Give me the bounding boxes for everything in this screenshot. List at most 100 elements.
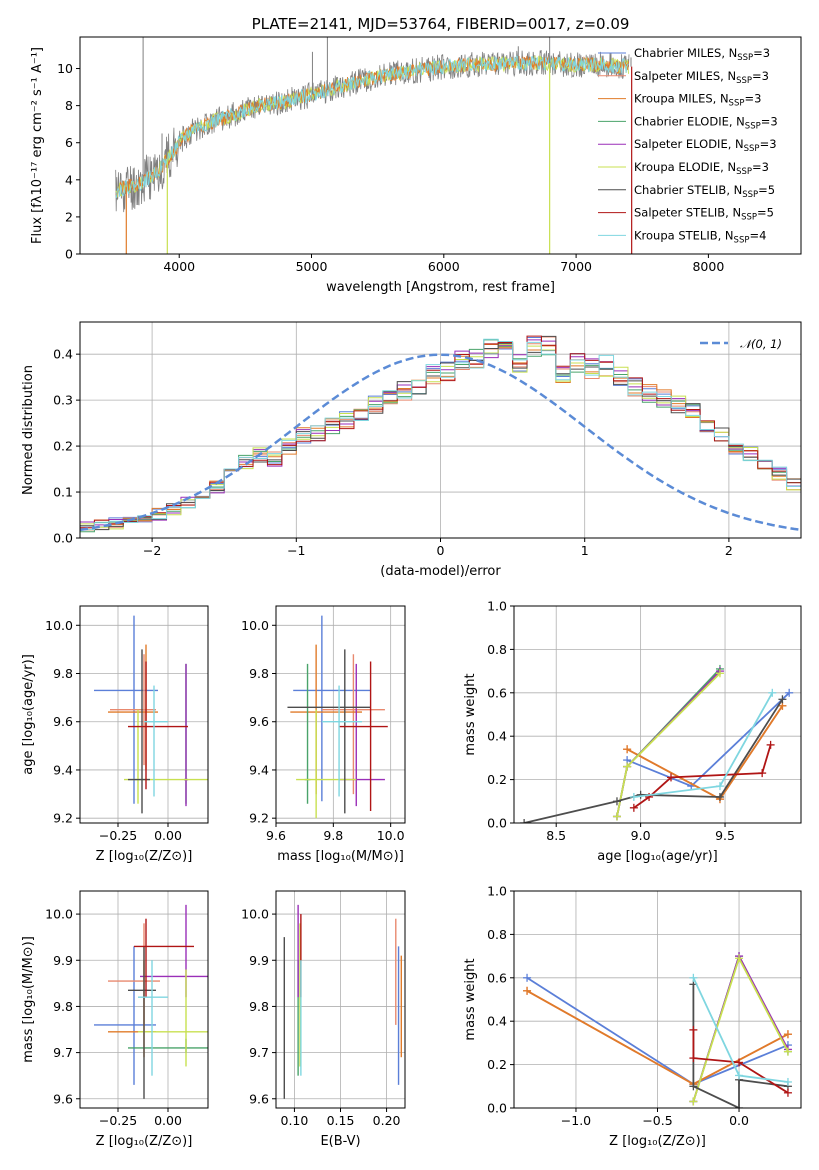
plus-marker [689, 1054, 698, 1063]
panel-age_vs_Z: −0.25 0.00 9.2 9.4 9.6 9.8 10.0 Z [log₁₀(Z/Z⊙)]… [21, 605, 209, 864]
x-tick-label: 0.00 [154, 1113, 182, 1128]
y-tick-label: 0.6 [487, 970, 507, 985]
histogram-legend: 𝒩(0, 1) [700, 337, 782, 351]
panel-weight_vs_age: 8.5 9.0 9.5 0.0 0.2 0.4 0.6 0.8 1.0 age [log₁₀(ag… [463, 599, 802, 864]
x-tick-label: −0.25 [99, 1113, 137, 1128]
errorbar-point [321, 654, 385, 795]
legend-entry: Kroupa MILES, NSSP=3 [634, 92, 761, 109]
plus-marker [715, 669, 724, 678]
y-tick-label: 9.9 [53, 953, 73, 968]
x-tick-label: 10.0 [377, 828, 405, 843]
weight-series-line [523, 698, 784, 823]
y-tick-label: 0.0 [53, 531, 73, 546]
axes-border [79, 605, 209, 824]
plus-marker [667, 773, 676, 782]
chart-title: PLATE=2141, MJD=53764, FIBERID=0017, z=0… [252, 15, 630, 33]
axes-frame: −2 −1 0 1 2 0.0 0.1 0.2 0.3 0.4 (data-model)/error… [21, 321, 802, 579]
x-tick-label: 0.20 [373, 1113, 401, 1128]
weight-series-line [633, 692, 774, 798]
y-tick-label: 0.3 [53, 393, 73, 408]
y-tick-label: 0 [65, 247, 73, 262]
plot-area [115, 37, 633, 254]
plus-marker [689, 1082, 698, 1091]
legend-entry: Chabrier STELIB, NSSP=5 [634, 183, 775, 200]
x-tick-label: −2 [143, 543, 161, 558]
y-tick-label: 6 [65, 135, 73, 150]
x-tick-label: 5000 [296, 259, 328, 274]
x-axis-label: (data-model)/error [380, 564, 501, 579]
x-axis-label: Z [log₁₀(Z/Z⊙)] [96, 1134, 193, 1149]
y-tick-label: 9.2 [249, 811, 269, 826]
x-tick-label: 1 [581, 543, 589, 558]
weight-series-line [616, 668, 721, 817]
y-tick-label: 9.6 [53, 714, 73, 729]
x-tick-label: 9.8 [323, 828, 343, 843]
axes-frame: −1.0 −0.5 0.0 0.0 0.2 0.4 0.6 0.8 1.0 Z [log₁₀(Z/… [463, 884, 802, 1149]
legend-entry: Salpeter ELODIE, NSSP=3 [634, 137, 777, 154]
plus-marker [768, 688, 777, 697]
errorbar-point [339, 661, 388, 811]
errorbar-point [287, 649, 371, 814]
y-tick-label: 9.6 [249, 714, 269, 729]
x-axis-label: age [log₁₀(age/yr)] [597, 849, 718, 864]
x-tick-label: 4000 [163, 259, 195, 274]
x-tick-label: 0 [437, 543, 445, 558]
plus-marker [689, 1097, 698, 1106]
x-tick-label: 0.0 [729, 1113, 749, 1128]
y-tick-label: 0.4 [487, 729, 507, 744]
x-axis-label: wavelength [Angstrom, rest frame] [326, 280, 555, 295]
y-tick-label: 0.0 [487, 816, 507, 831]
axes-frame: 0.10 0.15 0.20 9.6 9.7 9.8 9.9 10.0 E(B-V) [241, 890, 406, 1149]
y-tick-label: 0.0 [487, 1101, 507, 1116]
y-axis-label: mass weight [463, 673, 478, 755]
spectrum-model-line [115, 55, 629, 195]
x-axis-label: Z [log₁₀(Z/Z⊙)] [609, 1134, 706, 1149]
legend-entry: Chabrier MILES, NSSP=3 [634, 46, 770, 63]
plus-marker [520, 819, 529, 823]
axes-border [275, 605, 406, 824]
legend-entry: Kroupa ELODIE, NSSP=3 [634, 160, 769, 177]
plus-marker [785, 688, 794, 697]
plot-area [287, 615, 388, 819]
x-tick-label: −0.5 [642, 1113, 672, 1128]
y-tick-label: 9.8 [249, 666, 269, 681]
plus-marker [636, 790, 645, 799]
errorbar-point [290, 644, 362, 795]
errorbar-point [138, 969, 208, 1067]
errorbar-point [124, 709, 208, 804]
y-tick-label: 1.0 [487, 599, 507, 614]
plus-marker [623, 745, 632, 754]
x-tick-label: 7000 [560, 259, 592, 274]
histogram-series [80, 339, 801, 526]
y-tick-label: 9.4 [249, 762, 269, 777]
panel-spectrum: 4000 5000 6000 7000 8000 0 2 4 6 8 10 wavelength [A… [30, 15, 802, 295]
errorbar-point [140, 904, 208, 998]
spectrum-model-line [115, 55, 629, 199]
y-tick-label: 9.8 [53, 999, 73, 1014]
y-tick-label: 0.6 [487, 685, 507, 700]
plus-marker [623, 762, 632, 771]
x-tick-label: 6000 [428, 259, 460, 274]
plus-marker [778, 695, 787, 704]
plus-marker [689, 973, 698, 982]
plus-marker [735, 1104, 744, 1108]
y-tick-label: 0.2 [487, 1057, 507, 1072]
axes-frame: −0.25 0.00 9.6 9.7 9.8 9.9 10.0 Z [log₁₀(Z/Z⊙)]… [21, 890, 209, 1149]
plus-marker [629, 792, 638, 801]
y-tick-label: 0.2 [487, 772, 507, 787]
y-tick-label: 10.0 [241, 618, 269, 633]
plus-marker [629, 803, 638, 812]
errorbar-point [138, 960, 168, 1076]
plot-area [523, 952, 792, 1108]
errorbar-point [134, 918, 194, 998]
plus-marker [715, 792, 724, 801]
plus-marker [689, 1025, 698, 1034]
histogram-series [80, 336, 801, 530]
weight-series-line [626, 705, 784, 801]
errorbar-point [128, 661, 188, 790]
y-tick-label: 8 [65, 98, 73, 113]
y-tick-label: 0.8 [487, 927, 507, 942]
panel-weight_vs_Z: −1.0 −0.5 0.0 0.0 0.2 0.4 0.6 0.8 1.0 Z [log₁₀(Z/… [463, 884, 802, 1149]
errorbar-point [293, 615, 371, 802]
